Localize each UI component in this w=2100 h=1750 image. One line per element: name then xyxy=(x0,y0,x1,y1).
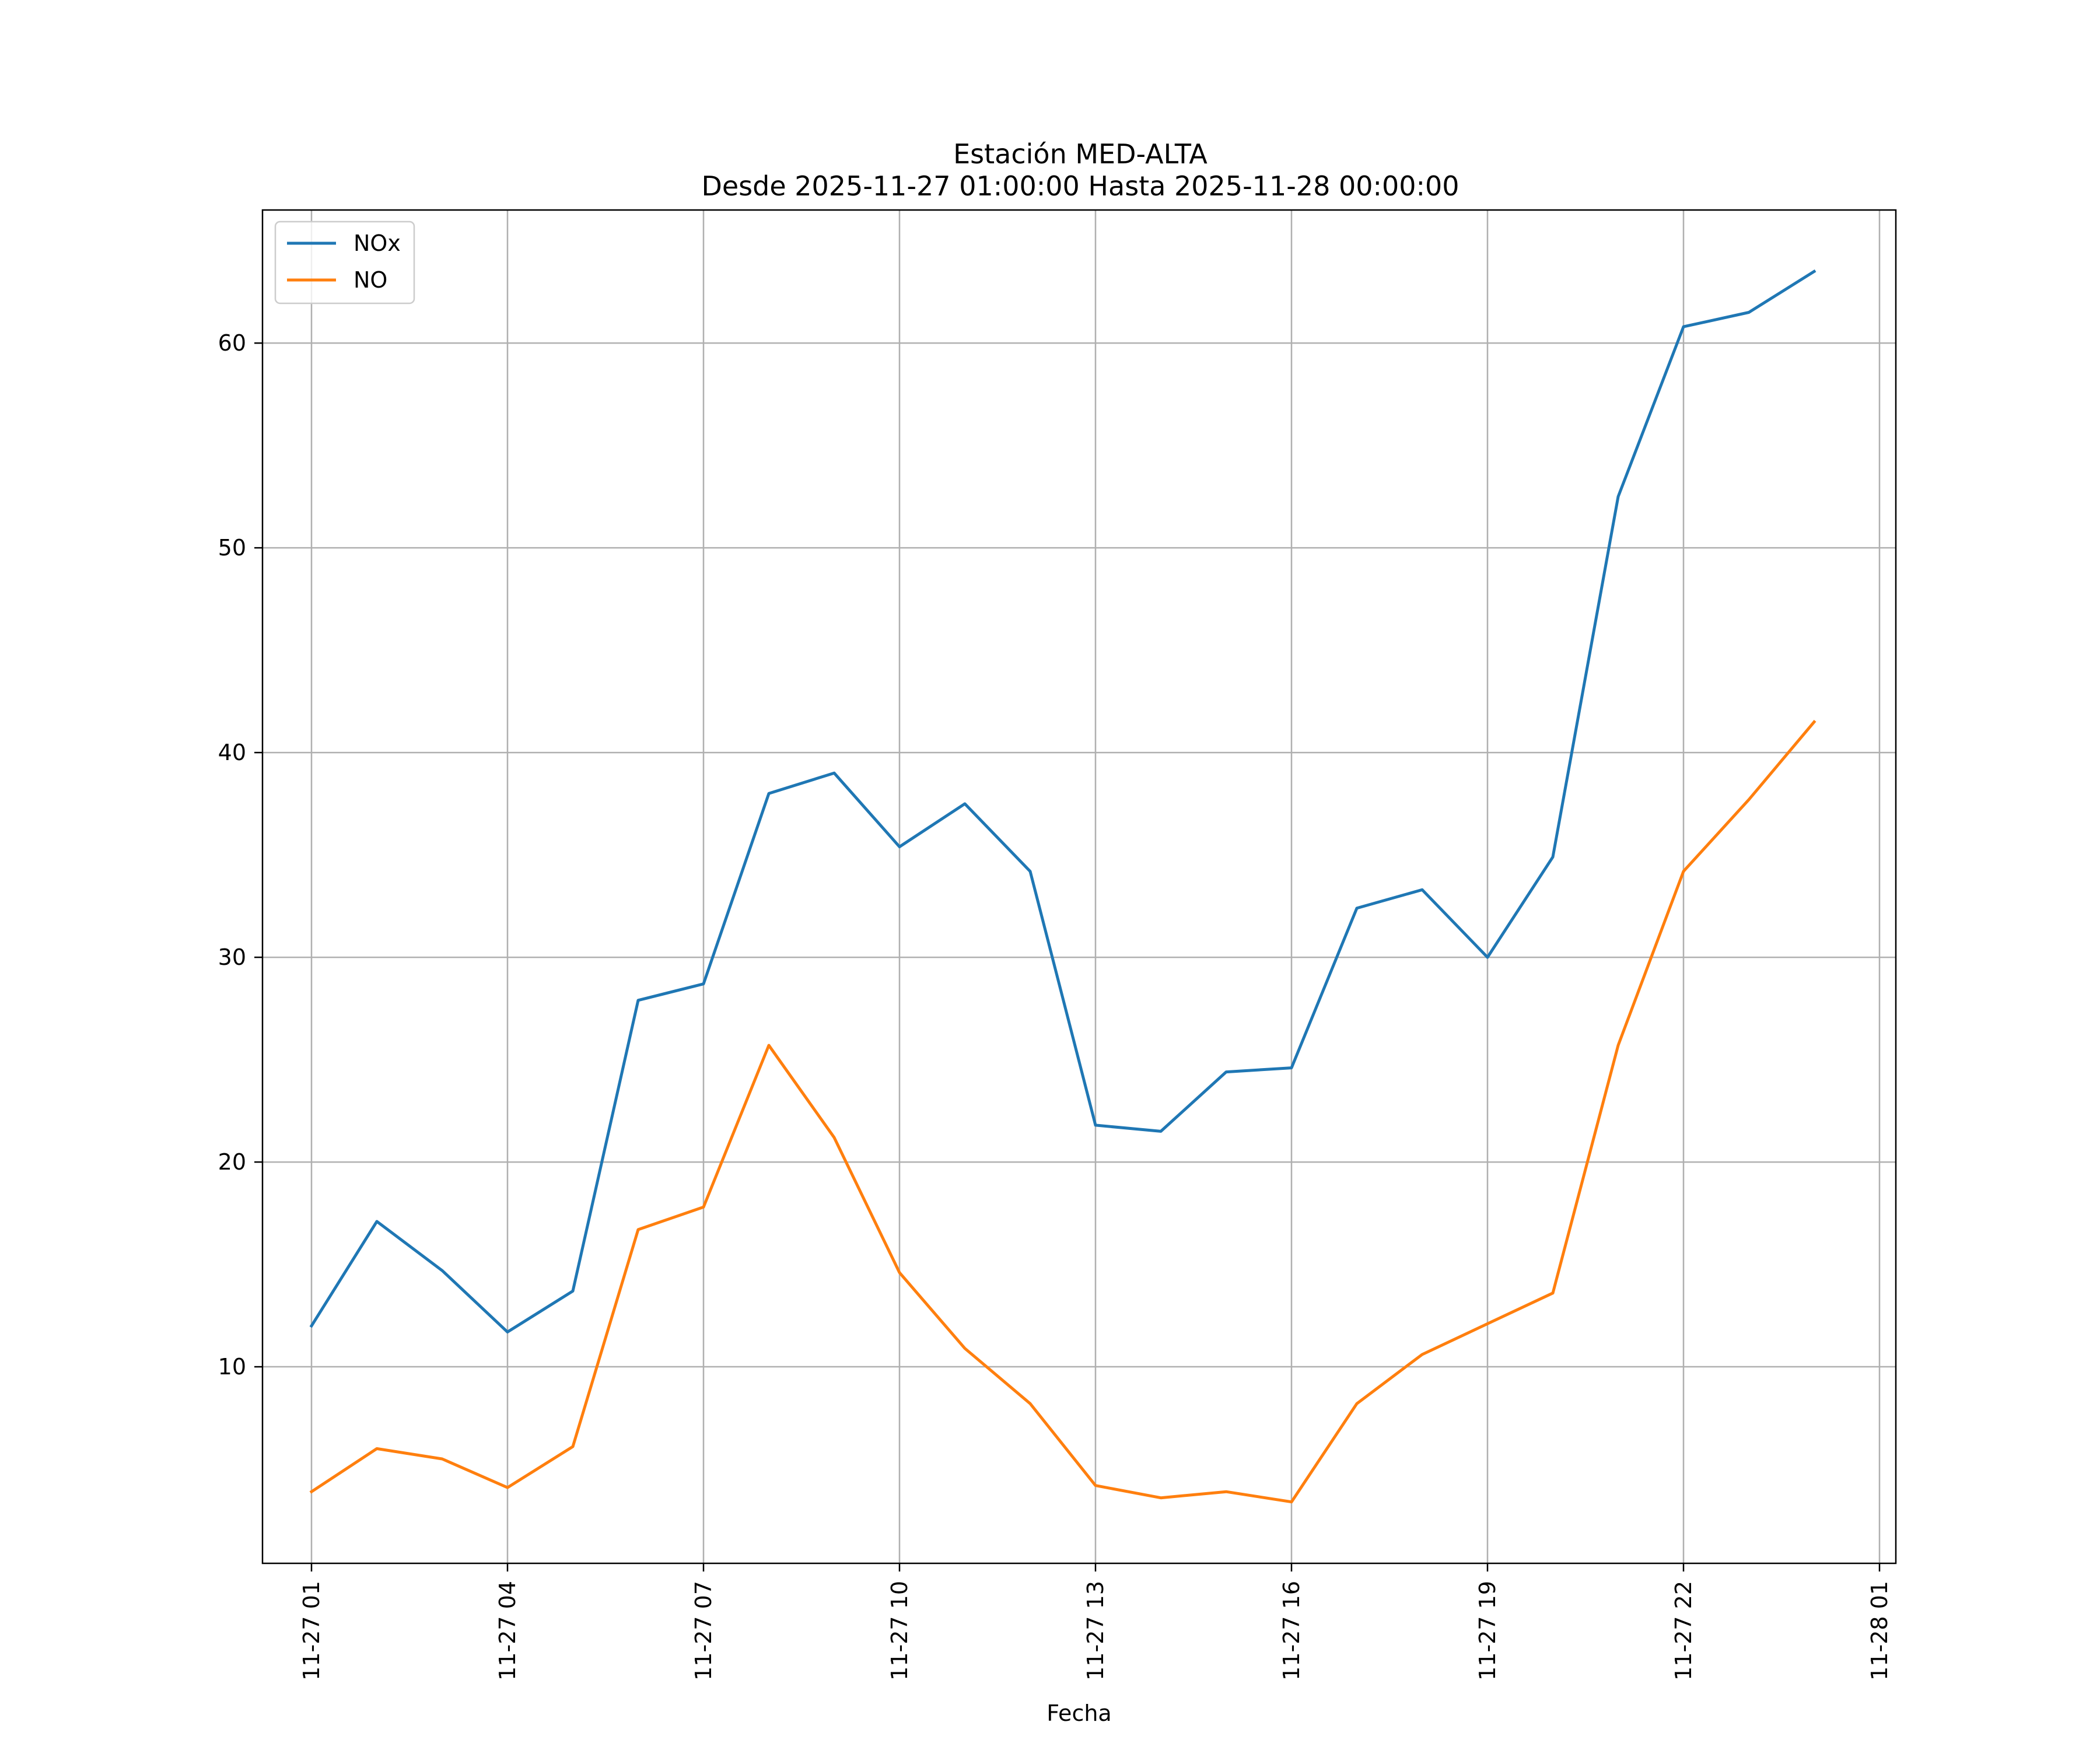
chart-subtitle: Desde 2025-11-27 01:00:00 Hasta 2025-11-… xyxy=(701,170,1459,202)
series-line-nox xyxy=(309,269,1817,1334)
series-line-no xyxy=(309,719,1817,1504)
y-axis-ticks: 10 20 30 40 50 60 xyxy=(218,330,262,1380)
x-tick-label: 11-27 07 xyxy=(691,1581,716,1681)
legend-label-nox: NOx xyxy=(354,230,401,256)
series-lines xyxy=(309,269,1817,1504)
x-tick-label: 11-27 01 xyxy=(299,1581,324,1681)
legend-label-no: NO xyxy=(354,267,387,293)
x-tick-label: 11-28 01 xyxy=(1867,1581,1892,1681)
chart-title: Estación MED-ALTA xyxy=(953,138,1208,170)
x-axis-label: Fecha xyxy=(1046,1700,1111,1726)
grid xyxy=(262,210,1896,1563)
x-tick-label: 11-27 19 xyxy=(1475,1581,1500,1681)
y-tick-label: 60 xyxy=(218,330,246,356)
x-axis-ticks: 11-27 01 11-27 04 11-27 07 11-27 10 11-27 13… xyxy=(299,1563,1892,1681)
x-tick-label: 11-27 13 xyxy=(1083,1581,1108,1681)
x-tick-label: 11-27 04 xyxy=(495,1581,520,1681)
y-tick-label: 20 xyxy=(218,1149,246,1175)
legend: NOx NO xyxy=(274,220,415,304)
plot-area-frame xyxy=(261,209,1897,1564)
y-tick-label: 40 xyxy=(218,740,246,765)
x-tick-label: 11-27 16 xyxy=(1279,1581,1304,1681)
x-tick-label: 11-27 22 xyxy=(1671,1581,1696,1681)
y-tick-label: 30 xyxy=(218,944,246,970)
y-tick-label: 50 xyxy=(218,535,246,561)
x-tick-label: 11-27 10 xyxy=(887,1581,912,1681)
y-tick-label: 10 xyxy=(218,1354,246,1380)
